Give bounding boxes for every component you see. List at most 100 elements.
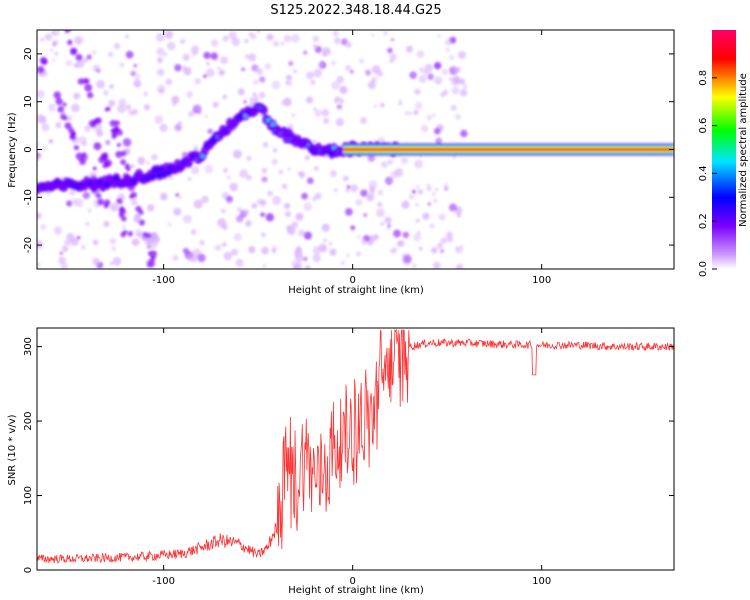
spectrogram-streak-blob bbox=[120, 159, 127, 166]
spectrogram-noise-blob bbox=[52, 39, 59, 46]
spectrogram-noise-blob bbox=[162, 52, 168, 57]
spectrogram-noise-blob bbox=[314, 192, 322, 200]
spectrogram-noise-blob bbox=[449, 55, 455, 61]
spectrogram-noise-blob bbox=[287, 167, 291, 171]
spectrogram-noise-blob bbox=[306, 177, 314, 185]
spectrogram-noise-blob bbox=[178, 195, 182, 200]
spectrogram-noise-blob bbox=[272, 147, 278, 153]
spectrogram-noise-blob bbox=[448, 203, 457, 212]
spectrogram-noise-blob bbox=[44, 33, 52, 41]
spectrogram-noise-blob bbox=[294, 253, 304, 263]
spectrogram-noise-blob bbox=[440, 237, 448, 244]
spectrogram-noise-blob bbox=[350, 225, 356, 231]
spectrogram-noise-blob bbox=[217, 218, 227, 228]
spectrogram-noise-blob bbox=[194, 78, 201, 85]
spectrogram-noise-blob bbox=[220, 209, 225, 213]
spectrogram-noise-blob bbox=[70, 237, 79, 246]
spectrogram-noise-blob bbox=[423, 69, 430, 76]
spectrogram-noise-blob bbox=[172, 102, 176, 106]
spectrogram-noise-blob bbox=[286, 226, 296, 236]
spectrogram-noise-blob bbox=[359, 117, 368, 125]
spectrogram-noise-blob bbox=[455, 66, 461, 73]
spectrogram-noise-blob bbox=[212, 101, 219, 108]
spectrogram-noise-blob bbox=[254, 96, 259, 102]
spectrogram-noise-blob bbox=[313, 107, 317, 111]
spectrogram-noise-blob bbox=[452, 154, 457, 159]
spectrogram-noise-blob bbox=[157, 84, 166, 93]
spectrogram-noise-blob bbox=[414, 159, 423, 169]
spectrogram-noise-blob bbox=[405, 45, 413, 53]
spectrogram-noise-blob bbox=[173, 123, 183, 132]
spectrogram-streak-blob bbox=[120, 231, 127, 238]
spectrogram-streak-blob bbox=[115, 150, 123, 158]
spectrogram-streak-blob bbox=[70, 47, 77, 55]
spectrogram-noise-blob bbox=[167, 222, 172, 227]
spectrogram-noise-blob bbox=[222, 94, 228, 100]
spectrogram-noise-blob bbox=[204, 164, 214, 174]
spectrogram-noise-blob bbox=[438, 213, 446, 221]
spectrogram-streak-blob bbox=[91, 121, 96, 127]
spectrogram-noise-blob bbox=[58, 256, 66, 265]
spectrogram-noise-blob bbox=[433, 127, 441, 135]
spectrogram-noise-blob bbox=[246, 174, 252, 181]
spectrogram-noise-blob bbox=[54, 52, 58, 56]
spectrogram-noise-blob bbox=[191, 166, 200, 175]
spectrogram-streak-blob bbox=[97, 198, 105, 206]
spectrogram-noise-blob bbox=[335, 118, 345, 127]
spectrogram-streak-blob bbox=[93, 142, 102, 151]
spectrogram-noise-blob bbox=[156, 68, 165, 77]
spectrogram-noise-blob bbox=[206, 61, 211, 66]
spectrogram-noise-blob bbox=[211, 39, 219, 47]
spectrogram-noise-blob bbox=[113, 43, 121, 50]
spectrogram-noise-blob bbox=[227, 200, 232, 204]
spectrogram-noise-blob bbox=[304, 265, 311, 269]
spectrogram-noise-blob bbox=[197, 253, 206, 263]
spectrogram-noise-blob bbox=[262, 264, 267, 268]
spectrogram-noise-blob bbox=[37, 212, 42, 219]
spectrogram-noise-blob bbox=[108, 51, 113, 57]
snr-y-tick-label: 100 bbox=[23, 486, 34, 505]
spectrogram-noise-blob bbox=[87, 208, 92, 213]
spectrogram-noise-blob bbox=[413, 109, 419, 115]
spectrogram-streak-blob bbox=[116, 143, 121, 148]
spectrogram-noise-blob bbox=[445, 231, 453, 239]
spectrogram-noise-blob bbox=[331, 80, 341, 90]
colorbar-tick-label: 0.2 bbox=[698, 213, 709, 229]
spectrogram-noise-blob bbox=[235, 258, 244, 267]
spectrogram-streak-blob bbox=[55, 97, 63, 106]
spectrogram-noise-blob bbox=[367, 81, 376, 89]
spectrogram-noise-blob bbox=[346, 253, 350, 257]
spectrogram-noise-blob bbox=[214, 244, 222, 251]
spectrogram-noise-blob bbox=[288, 61, 294, 66]
spectrogram-streak-blob bbox=[37, 65, 45, 74]
spectrogram-noise-blob bbox=[291, 113, 296, 118]
spectrogram-noise-blob bbox=[216, 66, 221, 71]
spectrogram-noise-blob bbox=[318, 243, 327, 252]
spectrogram-streak-blob bbox=[138, 219, 145, 226]
spectrogram-noise-blob bbox=[181, 151, 188, 158]
spectrogram-noise-blob bbox=[283, 97, 292, 107]
spectrogram-noise-blob bbox=[373, 104, 378, 108]
spectrogram-streak-blob bbox=[149, 250, 158, 258]
spectrogram-noise-blob bbox=[248, 31, 254, 37]
spectrogram-noise-blob bbox=[154, 115, 164, 124]
spectrogram-streak-blob bbox=[118, 206, 125, 213]
spectrogram-noise-blob bbox=[426, 183, 431, 188]
spectrogram-noise-blob bbox=[199, 240, 205, 246]
ridge-peak bbox=[270, 122, 275, 126]
spectrogram-noise-blob bbox=[371, 76, 378, 83]
spectrogram-noise-blob bbox=[125, 50, 134, 59]
spectrogram-noise-blob bbox=[260, 232, 266, 238]
spectrogram-noise-blob bbox=[360, 189, 368, 197]
spectrogram-noise-blob bbox=[59, 251, 64, 255]
spectrogram-noise-blob bbox=[49, 48, 54, 52]
spectrogram-noise-blob bbox=[230, 248, 239, 256]
spectrogram-streak-blob bbox=[127, 230, 134, 237]
spectrogram-noise-blob bbox=[155, 33, 165, 42]
spectrogram-noise-blob bbox=[243, 100, 247, 104]
spectrogram-noise-blob bbox=[131, 238, 140, 247]
spectrogram-noise-blob bbox=[390, 247, 397, 254]
spectrogram-noise-blob bbox=[345, 65, 352, 71]
spectrogram-noise-blob bbox=[334, 96, 341, 103]
spectrogram-noise-blob bbox=[183, 67, 192, 76]
